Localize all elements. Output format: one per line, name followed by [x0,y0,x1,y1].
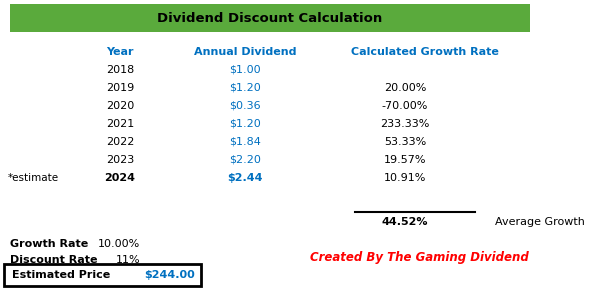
Text: $1.20: $1.20 [229,83,261,93]
Text: Created By The Gaming Dividend: Created By The Gaming Dividend [310,251,529,264]
Text: 233.33%: 233.33% [380,119,430,129]
Text: 2023: 2023 [106,155,134,165]
Text: 2024: 2024 [105,173,135,183]
Text: $2.44: $2.44 [227,173,263,183]
Text: 44.52%: 44.52% [382,217,429,227]
Text: 10.00%: 10.00% [98,239,140,249]
Text: $2.20: $2.20 [229,155,261,165]
Text: 10.91%: 10.91% [384,173,426,183]
Text: $1.00: $1.00 [229,65,261,75]
Text: $244.00: $244.00 [144,270,195,280]
Text: 53.33%: 53.33% [384,137,426,147]
Text: *estimate: *estimate [8,173,59,183]
Text: 2022: 2022 [106,137,134,147]
Text: 20.00%: 20.00% [384,83,426,93]
Text: Average Growth: Average Growth [495,217,585,227]
Text: 2018: 2018 [106,65,134,75]
FancyBboxPatch shape [4,264,201,286]
Text: 11%: 11% [115,255,140,265]
Text: Growth Rate: Growth Rate [10,239,88,249]
Text: Annual Dividend: Annual Dividend [194,47,296,57]
Bar [10,4,530,32]
Text: 2019: 2019 [106,83,134,93]
Text: $1.20: $1.20 [229,119,261,129]
Text: -70.00%: -70.00% [382,101,428,111]
Text: 19.57%: 19.57% [384,155,426,165]
Text: Year: Year [106,47,134,57]
Text: 2020: 2020 [106,101,134,111]
Text: Estimated Price: Estimated Price [12,270,110,280]
Text: Calculated Growth Rate: Calculated Growth Rate [351,47,499,57]
Text: $0.36: $0.36 [229,101,261,111]
Text: Dividend Discount Calculation: Dividend Discount Calculation [157,12,383,24]
Text: Discount Rate: Discount Rate [10,255,97,265]
Text: $1.84: $1.84 [229,137,261,147]
Text: 2021: 2021 [106,119,134,129]
